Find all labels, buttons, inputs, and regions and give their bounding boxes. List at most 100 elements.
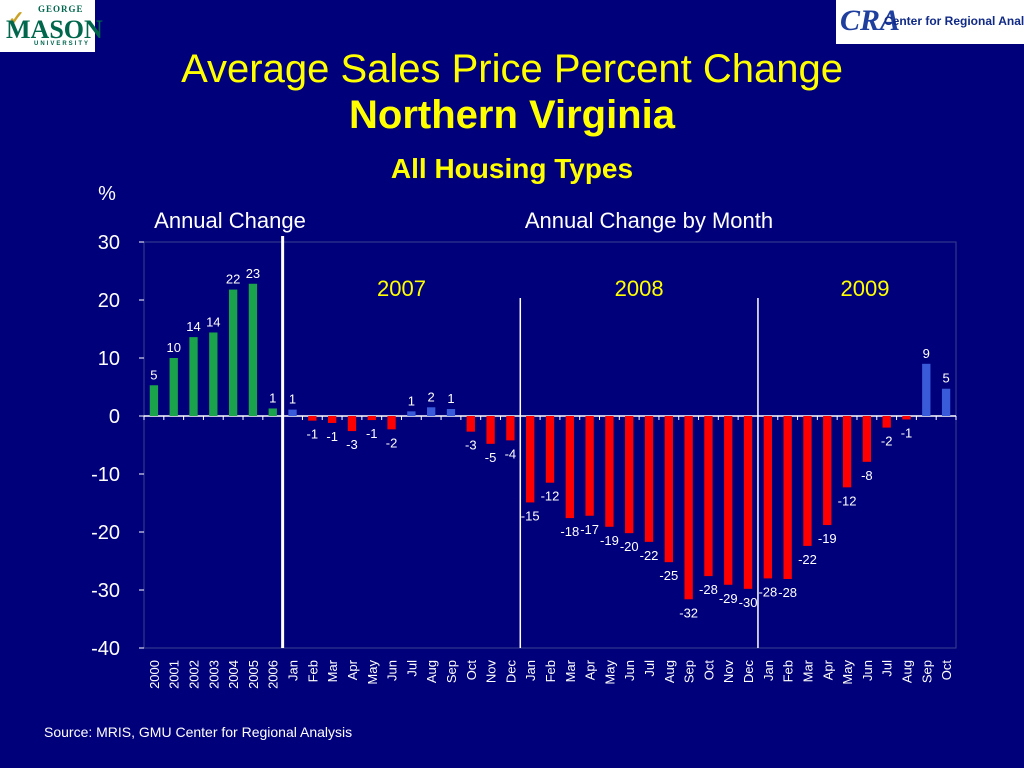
bar xyxy=(922,363,931,416)
bar xyxy=(407,411,416,416)
data-label: 1 xyxy=(269,390,276,405)
data-label: -28 xyxy=(699,582,718,597)
page-title-region: Northern Virginia xyxy=(349,93,675,137)
data-label: 23 xyxy=(246,266,260,281)
data-label: -22 xyxy=(798,552,817,567)
bar xyxy=(565,416,574,519)
bar xyxy=(149,385,159,416)
x-category-label: Feb xyxy=(781,660,796,682)
data-label: 22 xyxy=(226,272,240,287)
year-group-label: 2008 xyxy=(615,276,664,301)
x-category-label: 2003 xyxy=(206,660,221,689)
x-category-label: Apr xyxy=(345,659,360,680)
data-label: -1 xyxy=(307,427,319,442)
bar xyxy=(526,416,535,503)
data-label: -12 xyxy=(838,493,857,508)
bar xyxy=(823,416,832,526)
bar xyxy=(704,416,713,577)
data-label: -25 xyxy=(659,568,678,583)
x-category-label: 2006 xyxy=(266,660,281,689)
bar xyxy=(902,416,911,420)
data-label: 1 xyxy=(447,391,454,406)
bar xyxy=(803,416,812,546)
x-category-label: Jan xyxy=(286,660,301,681)
bar xyxy=(427,407,436,416)
bar xyxy=(862,416,872,462)
bar xyxy=(545,416,555,483)
x-category-label: Jun xyxy=(860,660,875,681)
gmu-logo-bottom-text: UNIVERSITY xyxy=(34,41,91,47)
x-category-label: Sep xyxy=(919,660,934,683)
data-label: 14 xyxy=(206,314,220,329)
bar xyxy=(783,416,792,579)
bar xyxy=(268,408,277,416)
x-category-label: Mar xyxy=(325,659,340,682)
x-category-label: Nov xyxy=(721,660,736,684)
cra-logo: CRA Center for Regional Analysis xyxy=(836,0,1024,44)
bar xyxy=(248,283,258,416)
data-label: 10 xyxy=(166,340,180,355)
y-tick-label: 0 xyxy=(109,406,120,428)
page-subtitle: All Housing Types xyxy=(390,153,634,184)
x-category-label: May xyxy=(602,660,617,685)
bar xyxy=(585,416,594,516)
x-category-label: Sep xyxy=(444,660,459,683)
x-category-label: Jun xyxy=(622,660,637,681)
x-category-label: Mar xyxy=(563,659,578,682)
data-label: -32 xyxy=(679,605,698,620)
data-label: 2 xyxy=(428,389,435,404)
data-label: -28 xyxy=(778,585,797,600)
page-title: Average Sales Price Percent Change xyxy=(181,47,843,91)
data-label: -8 xyxy=(861,468,873,483)
bar xyxy=(724,416,733,585)
data-label: -3 xyxy=(346,437,358,452)
data-label: -19 xyxy=(600,533,619,548)
x-category-label: Jul xyxy=(642,660,657,677)
y-axis-label: % xyxy=(98,183,116,205)
y-tick-label: -30 xyxy=(91,580,120,602)
data-label: -1 xyxy=(366,426,378,441)
x-category-label: May xyxy=(840,660,855,685)
x-category-label: Oct xyxy=(701,660,716,681)
bar xyxy=(446,409,456,416)
data-label: -18 xyxy=(560,524,579,539)
data-label: -22 xyxy=(640,548,659,563)
x-category-label: Jan xyxy=(523,660,538,681)
data-label: -30 xyxy=(739,595,758,610)
data-label: -20 xyxy=(620,539,639,554)
gmu-logo-mark: ✓ xyxy=(8,8,25,30)
data-label: 1 xyxy=(408,393,415,408)
data-label: -29 xyxy=(719,591,738,606)
bar xyxy=(486,416,495,444)
bar xyxy=(189,337,198,416)
data-label: 9 xyxy=(923,346,930,361)
y-tick-label: 10 xyxy=(98,348,120,370)
data-label: -12 xyxy=(541,489,560,504)
bar xyxy=(228,289,238,416)
data-label: 5 xyxy=(150,367,157,382)
bar xyxy=(763,416,773,579)
data-label: 14 xyxy=(186,319,200,334)
data-label: 1 xyxy=(289,392,296,407)
x-category-label: Mar xyxy=(800,659,815,682)
x-category-label: Dec xyxy=(503,660,518,684)
data-label: -17 xyxy=(580,522,599,537)
bar xyxy=(387,416,396,430)
bar xyxy=(842,416,852,488)
bar xyxy=(367,416,376,421)
x-category-label: Nov xyxy=(484,660,499,684)
x-category-label: Jul xyxy=(880,660,895,677)
x-category-label: Feb xyxy=(543,660,558,682)
x-category-label: 2001 xyxy=(167,660,182,689)
data-label: 5 xyxy=(942,371,949,386)
x-category-label: Aug xyxy=(662,660,677,683)
x-category-label: Aug xyxy=(899,660,914,683)
x-category-label: Jan xyxy=(761,660,776,681)
plot-area xyxy=(143,241,957,649)
bar xyxy=(605,416,614,527)
year-group-label: 2007 xyxy=(377,276,426,301)
x-category-label: Dec xyxy=(741,660,756,684)
cra-logo-name: Center for Regional Analysis xyxy=(884,14,1024,28)
data-label: -4 xyxy=(505,446,517,461)
gmu-logo: ✓ GEORGE MASON UNIVERSITY xyxy=(0,0,103,52)
